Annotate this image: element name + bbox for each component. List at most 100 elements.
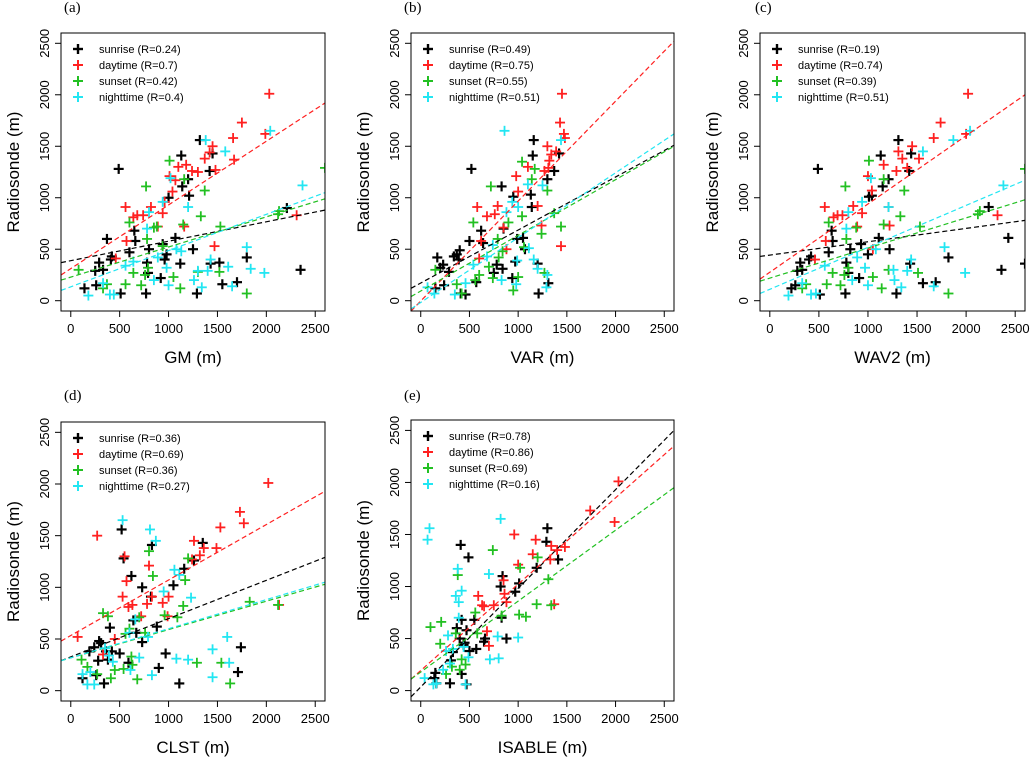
legend-label-nighttime: nighttime (R=0.4): [99, 92, 184, 104]
data-point-sunset: [195, 211, 206, 222]
data-point-nighttime: [453, 612, 464, 623]
data-point-nighttime: [108, 289, 119, 300]
data-point-sunrise: [510, 256, 521, 267]
data-point-sunset: [178, 219, 189, 230]
data-point-daytime: [609, 516, 620, 527]
data-point-sunrise: [464, 646, 475, 657]
y-tick-label: 2500: [37, 29, 52, 58]
data-point-daytime: [264, 88, 275, 99]
y-tick-label: 500: [387, 628, 402, 650]
data-point-sunset: [823, 217, 834, 228]
data-point-nighttime: [492, 631, 503, 642]
data-point-sunrise: [160, 648, 171, 659]
data-point-nighttime: [797, 278, 808, 289]
data-point-nighttime: [161, 262, 172, 273]
data-point-daytime: [992, 210, 1003, 221]
data-point-daytime: [914, 153, 924, 164]
data-point-daytime: [522, 161, 533, 172]
data-point-sunset: [913, 267, 924, 278]
points-layer: [72, 477, 285, 690]
data-point-nighttime: [501, 207, 512, 218]
data-point-daytime: [188, 535, 199, 546]
data-point-nighttime: [188, 275, 199, 286]
data-point-sunset: [105, 673, 116, 684]
data-point-nighttime: [98, 278, 109, 289]
data-point-sunset: [508, 285, 519, 296]
data-point-daytime: [483, 640, 494, 651]
data-point-sunrise: [214, 257, 225, 268]
points-layer: [419, 476, 624, 690]
data-point-sunrise: [476, 225, 487, 236]
data-point-daytime: [209, 241, 220, 252]
data-point-sunset: [529, 163, 540, 174]
y-tick-label: 0: [37, 297, 52, 304]
data-point-nighttime: [806, 289, 817, 300]
y-tick-label: 1000: [736, 183, 751, 212]
x-tick-label: 0: [417, 321, 424, 336]
y-axis-title: Radiosonde (m): [4, 501, 23, 622]
data-point-daytime: [546, 540, 557, 551]
data-point-sunset: [532, 552, 543, 563]
data-point-sunrise: [176, 150, 187, 161]
data-point-nighttime: [220, 146, 231, 157]
data-point-daytime: [544, 155, 555, 166]
data-point-sunrise: [1003, 232, 1014, 243]
data-point-daytime: [144, 560, 154, 571]
data-point-nighttime: [146, 670, 157, 681]
legend: sunrise (R=0.49) daytime (R=0.75) sunset (…: [423, 44, 540, 104]
data-point-sunrise: [471, 643, 482, 654]
legend-label-sunrise: sunrise (R=0.36): [99, 433, 181, 445]
data-point-sunrise: [795, 257, 806, 268]
data-point-sunrise: [841, 257, 852, 268]
data-point-sunset: [518, 242, 529, 253]
data-point-daytime: [551, 146, 562, 157]
data-point-nighttime: [888, 264, 899, 275]
data-point-daytime: [893, 146, 904, 157]
data-point-sunset: [451, 279, 462, 290]
data-point-sunset: [178, 600, 189, 611]
data-point-daytime: [194, 550, 205, 561]
y-tick-label: 1000: [37, 183, 52, 212]
data-point-sunrise: [464, 235, 475, 246]
data-point-nighttime: [783, 290, 794, 301]
data-point-sunrise: [996, 264, 1007, 275]
data-point-nighttime: [224, 657, 235, 668]
data-point-sunset: [180, 575, 191, 586]
y-tick-label: 1000: [387, 183, 402, 212]
data-point-sunrise: [873, 232, 884, 243]
data-point-sunset: [520, 611, 531, 622]
data-point-daytime: [559, 541, 570, 552]
fit-line-sunset: [61, 198, 325, 281]
x-tick-label: 500: [459, 321, 481, 336]
data-point-daytime: [121, 235, 132, 246]
data-point-sunset: [470, 607, 481, 618]
data-point-nighttime: [939, 242, 950, 253]
data-point-sunrise: [518, 232, 529, 243]
data-point-sunrise: [812, 163, 823, 174]
x-tick-label: 0: [417, 711, 424, 726]
panel-b: (b) 0 500 1000 1500 2000 2500 0 500 1000 1500 2000 2…: [354, 0, 679, 367]
data-point-sunrise: [943, 252, 954, 263]
data-point-nighttime: [202, 265, 213, 276]
data-point-nighttime: [176, 246, 187, 257]
data-point-sunrise: [501, 633, 512, 644]
data-point-sunset: [320, 162, 325, 173]
data-point-sunrise: [826, 225, 837, 236]
data-point-sunrise: [454, 245, 465, 256]
data-point-daytime: [136, 611, 147, 622]
data-point-daytime: [489, 209, 500, 220]
legend: sunrise (R=0.24) daytime (R=0.7) sunset (R…: [73, 44, 184, 104]
data-point-nighttime: [852, 252, 863, 263]
x-tick-label: 2500: [301, 321, 330, 336]
data-point-nighttime: [537, 180, 548, 191]
data-point-nighttime: [495, 513, 506, 524]
data-point-sunrise: [488, 267, 499, 278]
data-point-sunset: [140, 269, 151, 280]
data-point-nighttime: [424, 523, 435, 534]
data-point-nighttime: [460, 278, 471, 289]
data-point-sunset: [536, 228, 547, 239]
data-point-nighttime: [513, 202, 524, 213]
data-point-daytime: [613, 476, 624, 487]
data-point-daytime: [72, 631, 83, 642]
data-point-sunrise: [98, 264, 109, 275]
